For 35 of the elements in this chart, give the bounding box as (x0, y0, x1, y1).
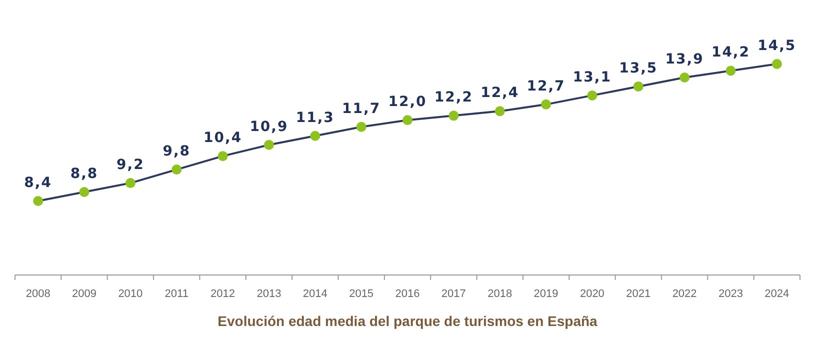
data-label: 13,5 (619, 60, 658, 76)
x-tick-label: 2020 (580, 288, 604, 300)
data-label: 10,9 (250, 118, 288, 135)
data-label: 14,2 (711, 44, 750, 61)
x-tick-label: 2010 (118, 288, 143, 300)
data-label: 13,9 (665, 51, 704, 68)
x-tick-label: 2019 (534, 288, 558, 300)
x-tick-label: 2013 (256, 288, 282, 300)
data-label: 11,7 (342, 100, 381, 117)
x-tick-label: 2023 (718, 288, 743, 300)
x-tick-label: 2009 (72, 288, 97, 300)
x-tick-label: 2021 (626, 288, 651, 300)
data-label: 12,2 (434, 90, 473, 106)
x-tick-label: 2008 (26, 288, 50, 300)
data-label: 12,7 (526, 78, 566, 94)
x-tick-label: 2014 (302, 288, 328, 300)
data-label: 14,5 (758, 38, 796, 54)
x-tick-label: 2024 (764, 288, 790, 300)
text: Evolución edad media del parque de turismos en España (218, 313, 598, 329)
data-label: 8,4 (24, 175, 52, 191)
x-tick-label: 2012 (210, 288, 236, 300)
data-label: 11,3 (296, 110, 334, 126)
x-tick-label: 2017 (441, 288, 466, 300)
data-label: 12,4 (480, 85, 520, 102)
data-label: 9,8 (162, 144, 191, 160)
x-tick-label: 2011 (164, 288, 188, 300)
data-label: 8,8 (70, 166, 98, 182)
data-label: 13,1 (572, 69, 612, 86)
x-tick-label: 2016 (395, 288, 420, 300)
data-label: 9,2 (116, 157, 144, 174)
x-tick-label: 2018 (488, 288, 512, 300)
data-label: 10,4 (204, 130, 242, 146)
data-label: 12,0 (388, 94, 427, 110)
x-tick-label: 2022 (672, 288, 697, 300)
x-tick-label: 2015 (349, 288, 374, 300)
